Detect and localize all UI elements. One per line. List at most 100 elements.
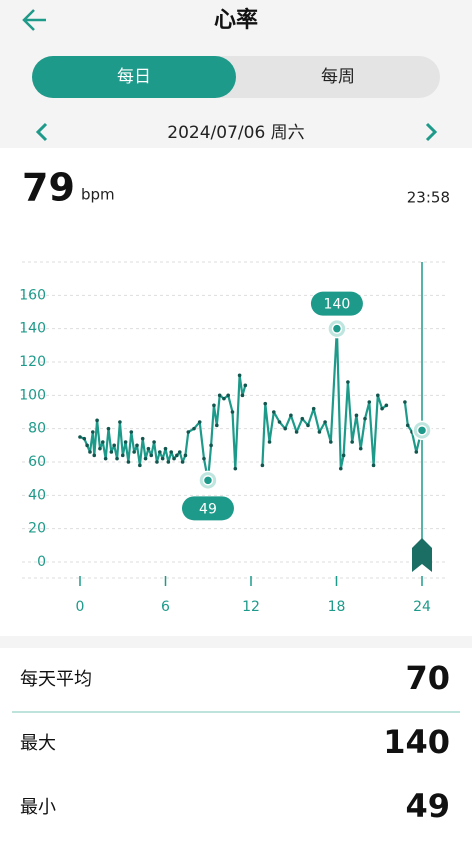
cursor-dot — [416, 425, 428, 436]
data-point — [183, 453, 188, 458]
stat-label: 最小 — [20, 797, 56, 818]
data-point — [175, 453, 179, 458]
tab-active[interactable] — [32, 56, 236, 98]
data-point — [132, 450, 136, 454]
y-tick-label: 120 — [19, 354, 46, 370]
data-point — [135, 443, 139, 448]
x-tick-label: 0 — [76, 599, 85, 615]
data-point — [106, 426, 111, 431]
data-point — [85, 443, 89, 448]
data-point — [177, 450, 182, 454]
data-point — [123, 440, 128, 444]
data-point — [92, 453, 97, 458]
data-point — [376, 393, 380, 398]
data-point — [91, 430, 95, 434]
data-point — [212, 403, 216, 408]
y-tick-label: 0 — [37, 554, 46, 570]
data-point — [263, 401, 268, 406]
data-point — [233, 466, 238, 471]
data-point — [329, 440, 333, 444]
data-point — [101, 440, 105, 444]
data-point — [346, 380, 350, 384]
data-point — [146, 446, 151, 451]
y-tick-label: 160 — [19, 287, 46, 303]
y-tick-label: 100 — [19, 387, 46, 403]
data-point — [143, 456, 148, 461]
data-point — [283, 426, 288, 431]
stat-value: 49 — [405, 787, 450, 825]
data-point — [109, 450, 114, 454]
data-point — [403, 400, 407, 404]
back-button[interactable] — [22, 9, 46, 31]
prev-day[interactable] — [35, 122, 48, 142]
data-point — [240, 393, 245, 398]
current-time: 23:58 — [407, 189, 450, 207]
data-point — [405, 423, 410, 428]
data-point — [166, 460, 171, 464]
stat-label: 最大 — [20, 733, 56, 754]
data-point — [163, 446, 168, 451]
marker-pill — [181, 496, 234, 521]
data-point — [215, 423, 219, 428]
data-point — [160, 456, 165, 461]
data-point — [126, 460, 131, 464]
data-point — [294, 430, 299, 434]
data-point — [414, 450, 419, 454]
data-point — [311, 406, 316, 411]
data-point — [103, 456, 108, 461]
y-tick-label: 40 — [28, 487, 46, 503]
stats-list: 每天平均 70 最大 140 最小 49 — [12, 659, 460, 825]
marker-label: 49 — [199, 501, 217, 517]
data-point — [289, 413, 293, 418]
page-title: 心率 — [214, 7, 258, 33]
data-point — [306, 423, 310, 428]
y-tick-label: 60 — [28, 454, 46, 470]
data-point — [272, 410, 276, 414]
data-point — [82, 436, 87, 441]
data-point — [358, 446, 363, 451]
cursor-handle — [412, 538, 432, 572]
data-point — [88, 450, 92, 454]
data-point — [222, 396, 226, 401]
heart-rate-chart: 0 20 40 60 80 100 120 140 160 0 6 12 18 24 140 49 — [19, 261, 446, 615]
data-point — [317, 430, 322, 434]
tab-weekly[interactable]: 每周 — [321, 67, 355, 87]
data-point — [354, 413, 359, 418]
data-point — [267, 440, 272, 444]
x-tick-label: 12 — [242, 599, 260, 615]
data-point — [118, 420, 122, 424]
data-point — [226, 393, 230, 398]
chart-card — [0, 148, 472, 636]
y-tick-label: 140 — [19, 321, 46, 337]
data-point — [384, 403, 389, 408]
data-point — [78, 435, 82, 439]
marker-dot — [202, 475, 214, 486]
data-point — [230, 410, 235, 414]
data-point — [98, 446, 102, 451]
date-label: 2024/07/06 周六 — [167, 123, 304, 143]
data-point — [243, 383, 248, 388]
data-point — [140, 436, 145, 441]
x-tick-label: 24 — [413, 599, 431, 615]
data-point — [95, 418, 99, 423]
data-point — [202, 456, 206, 461]
current-value: 79 — [22, 166, 75, 210]
data-point — [115, 456, 119, 461]
data-point — [341, 453, 346, 458]
data-point — [363, 416, 367, 421]
current-unit: bpm — [81, 186, 115, 204]
stat-value: 140 — [383, 723, 450, 761]
tab-daily[interactable]: 每日 — [117, 67, 151, 87]
stats-card — [0, 648, 472, 844]
data-point — [149, 453, 154, 458]
next-day[interactable] — [425, 122, 438, 142]
marker-dot — [331, 323, 343, 334]
data-point — [152, 440, 156, 444]
data-point — [112, 443, 116, 448]
data-point — [380, 406, 384, 411]
data-point — [129, 430, 134, 434]
data-point — [169, 450, 173, 454]
data-point — [209, 443, 213, 448]
